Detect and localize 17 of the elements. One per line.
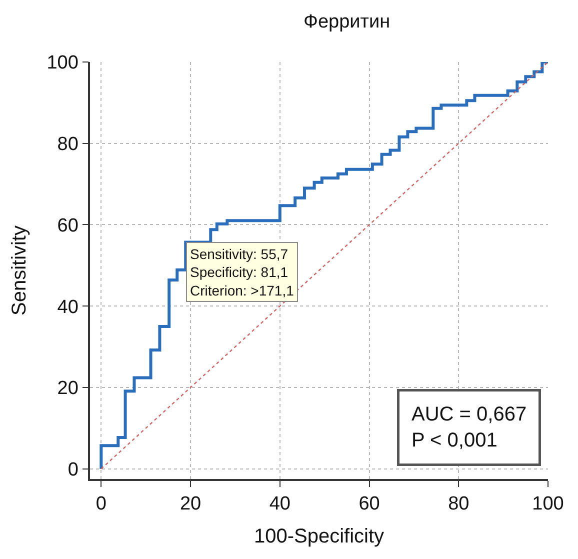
x-tick-label: 100 — [532, 494, 564, 515]
annotation: AUC = 0,667 P < 0,001 — [412, 404, 527, 452]
x-tick-label: 0 — [96, 494, 106, 515]
x-tick-label: 60 — [358, 494, 380, 515]
chart-title: Ферритин — [304, 11, 390, 32]
y-axis-title: Sensitivity — [8, 225, 31, 316]
y-tick-label: 40 — [57, 296, 78, 318]
y-tick-label: 0 — [68, 459, 78, 480]
x-tick-label: 80 — [448, 494, 470, 515]
x-tick-label: 20 — [180, 494, 202, 515]
x-axis-title: 100-Specificity — [254, 526, 384, 548]
y-tick-label: 80 — [57, 134, 78, 156]
y-tick-label: 60 — [57, 215, 78, 236]
y-tick-label: 20 — [57, 378, 78, 400]
annotation: Sensitivity: 55,7 Specificity: 81,1 Criterion: >171,1 — [190, 246, 294, 298]
y-tick-label: 100 — [46, 52, 78, 74]
x-tick-label: 40 — [269, 494, 290, 515]
